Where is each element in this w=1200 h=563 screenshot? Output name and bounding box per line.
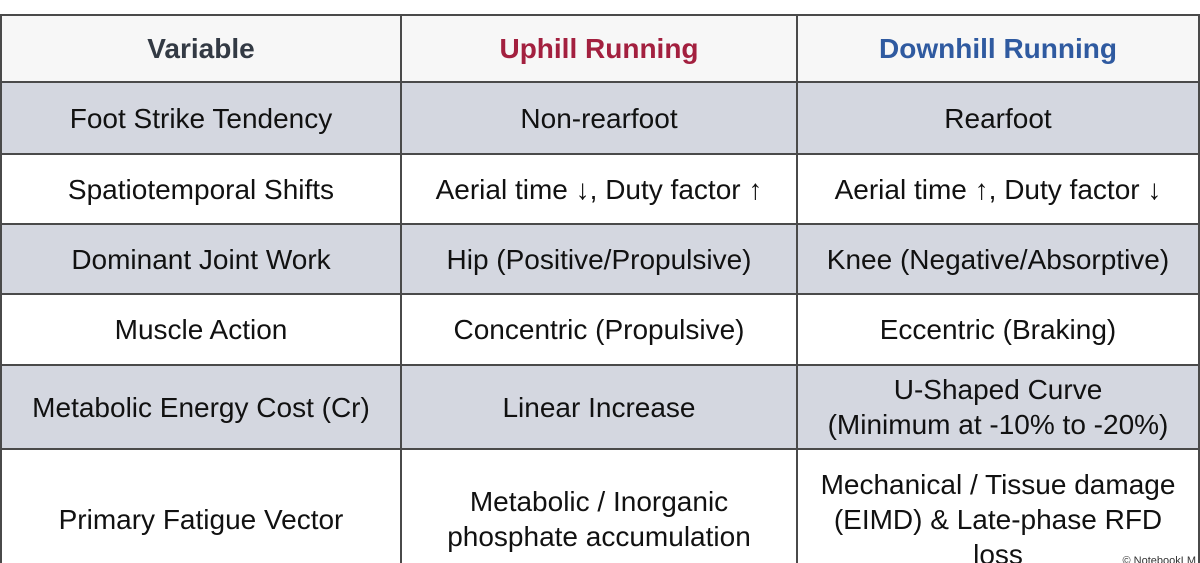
header-cell: Variable <box>0 14 402 83</box>
table-cell: Eccentric (Braking) <box>798 295 1200 366</box>
table-cell: Concentric (Propulsive) <box>402 295 798 366</box>
table-cell: Linear Increase <box>402 366 798 450</box>
table-cell: Primary Fatigue Vector <box>0 450 402 563</box>
table-cell: Hip (Positive/Propulsive) <box>402 225 798 295</box>
header-cell: Downhill Running <box>798 14 1200 83</box>
cell-line: phosphate accumulation <box>447 521 751 552</box>
header-cell: Uphill Running <box>402 14 798 83</box>
table-cell: Metabolic / Inorganic phosphate accumulat… <box>402 450 798 563</box>
table-cell: Knee (Negative/Absorptive) <box>798 225 1200 295</box>
table-cell: Muscle Action <box>0 295 402 366</box>
cell-line: U-Shaped Curve <box>893 374 1103 405</box>
table-cell: Dominant Joint Work <box>0 225 402 295</box>
table-cell: Non-rearfoot <box>402 83 798 155</box>
cell-line: loss <box>973 538 1023 563</box>
table-cell: Aerial time ↑, Duty factor ↓ <box>798 155 1200 225</box>
cell-line: Metabolic / Inorganic <box>469 486 729 517</box>
table-cell: Mechanical / Tissue damage (EIMD) & Late-… <box>798 450 1200 563</box>
table-cell: Metabolic Energy Cost (Cr) <box>0 366 402 450</box>
table-cell: Aerial time ↓, Duty factor ↑ <box>402 155 798 225</box>
table-cell: U-Shaped Curve (Minimum at -10% to -20%) <box>798 366 1200 450</box>
table-cell: Foot Strike Tendency <box>0 83 402 155</box>
cell-line: (EIMD) & Late-phase RFD <box>833 503 1163 535</box>
table-cell: Spatiotemporal Shifts <box>0 155 402 225</box>
table-cell: Rearfoot <box>798 83 1200 155</box>
cell-line: (Minimum at -10% to -20%) <box>827 409 1169 440</box>
cell-line: Mechanical / Tissue damage <box>820 468 1176 500</box>
watermark: © NotebookLM <box>1122 555 1196 563</box>
